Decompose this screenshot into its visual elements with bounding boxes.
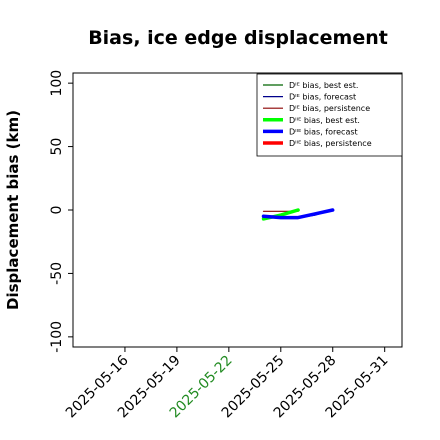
legend-box	[256, 73, 403, 157]
y-axis: 100 50 0 -50 -100	[49, 70, 73, 353]
legend-label: Dᴵᴱ bias, best est.	[289, 81, 358, 90]
y-axis-label: Displacement bias (km)	[4, 110, 22, 310]
y-tick-label: -100	[49, 321, 65, 353]
y-tick-label: 100	[49, 70, 65, 97]
legend-label: Dᴵᴵᴱ bias, forecast	[289, 127, 358, 136]
legend-label: Dᴵᴱ bias, persistence	[289, 104, 370, 113]
series-layer	[261, 208, 335, 221]
y-tick-label: -50	[49, 262, 65, 285]
series-line-4	[261, 208, 335, 220]
legend-label: Dᴵᴵᴱ bias, best est.	[289, 116, 360, 125]
chart-title: Bias, ice edge displacement	[88, 27, 388, 49]
x-axis: 2025-05-162025-05-192025-05-222025-05-25…	[63, 347, 392, 421]
legend-label: Dᴵᴵᴱ bias, persistence	[289, 139, 372, 148]
y-tick-label: 0	[49, 206, 65, 215]
legend-label: Dᴵᴱ bias, forecast	[289, 93, 356, 102]
y-tick-label: 50	[49, 138, 65, 156]
legend: Dᴵᴱ bias, best est. Dᴵᴱ bias, forecast Dᴵᴱ…	[256, 73, 403, 157]
